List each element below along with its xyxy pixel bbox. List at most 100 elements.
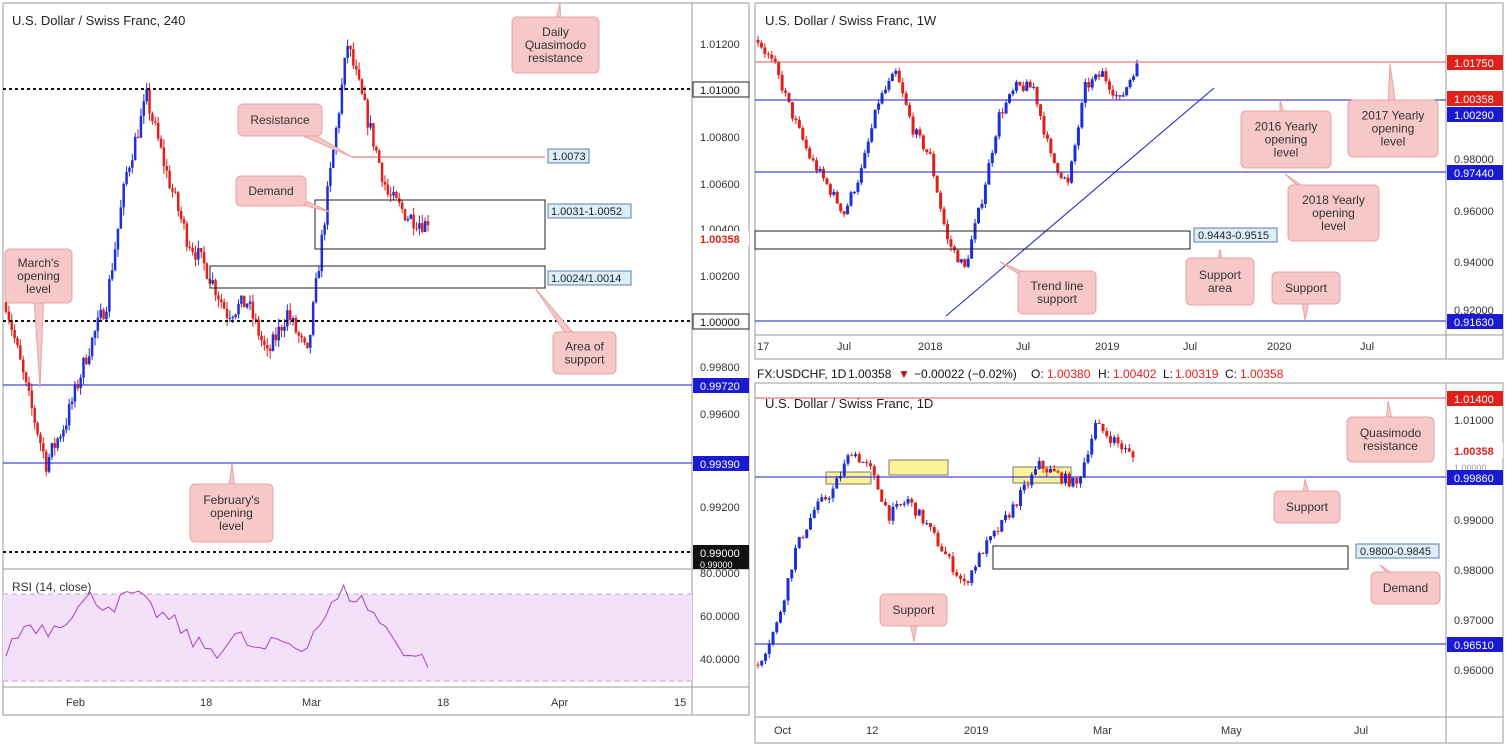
candle-body xyxy=(1083,82,1087,103)
candle-body xyxy=(171,188,174,192)
rb-level-labels: 1.01400 1.00358 1.00000 0.99860 0.96510 xyxy=(1447,391,1503,652)
candle-body xyxy=(1079,477,1082,484)
candle-body xyxy=(294,317,298,333)
candle-body xyxy=(392,191,395,196)
candle-body xyxy=(85,357,88,364)
candle-body xyxy=(303,337,306,343)
candle-body xyxy=(1109,436,1112,443)
candle-body xyxy=(1008,94,1012,103)
candle-body xyxy=(944,551,947,555)
candle-body xyxy=(33,408,36,423)
callout-text: Support xyxy=(1285,281,1328,295)
candle-body xyxy=(918,129,922,136)
level-label: 1.01750 xyxy=(1454,58,1494,70)
candle-body xyxy=(42,443,45,452)
x-tick: 17 xyxy=(757,341,769,353)
svg-text:1.0031-1.0052: 1.0031-1.0052 xyxy=(551,206,622,218)
candle-body xyxy=(1125,87,1129,96)
level-label: 0.97440 xyxy=(1454,168,1494,180)
candle-body xyxy=(24,372,28,383)
candle-body xyxy=(82,357,85,378)
candle-body xyxy=(846,455,850,464)
y-tick: 1.00800 xyxy=(700,132,740,144)
candle-body xyxy=(827,498,831,500)
zone-label-support-area: 0.9443-0.9515 xyxy=(1193,227,1278,243)
x-tick: Feb xyxy=(66,697,85,709)
candle-body xyxy=(1128,79,1132,88)
candle-body xyxy=(756,39,760,43)
candle-body xyxy=(1014,81,1018,91)
rsi-band xyxy=(3,594,692,681)
callout-box xyxy=(552,331,617,375)
candle-body xyxy=(818,168,822,171)
candle-body xyxy=(914,129,918,135)
candle-body xyxy=(790,102,794,119)
candle-body xyxy=(777,62,781,75)
x-tick: Jul xyxy=(1183,341,1197,353)
candle-body xyxy=(987,163,991,185)
y-tick: 0.99000 xyxy=(1454,515,1494,527)
candle-body xyxy=(770,54,774,59)
x-tick: Jul xyxy=(837,341,851,353)
left-x-ticks: Feb 18 Mar 18 Apr 15 xyxy=(66,697,686,709)
x-tick: Jul xyxy=(1360,341,1374,353)
candle-body xyxy=(759,42,763,48)
candle-body xyxy=(1090,438,1094,455)
candle-body xyxy=(951,556,955,573)
candle-body xyxy=(790,569,794,579)
candle-body xyxy=(366,100,369,128)
candle-body xyxy=(145,89,148,102)
candle-body xyxy=(985,540,989,554)
x-tick: May xyxy=(1221,725,1242,737)
candle-body xyxy=(154,121,157,123)
candle-body xyxy=(162,147,166,167)
candle-body xyxy=(890,73,894,82)
y-tick: 0.94000 xyxy=(1454,257,1494,269)
rsi-label: RSI (14, close) xyxy=(12,580,91,594)
candle-body xyxy=(7,311,11,320)
candle-body xyxy=(245,303,249,308)
candle-body xyxy=(1097,74,1101,77)
candle-body xyxy=(949,239,953,247)
candle-body xyxy=(59,436,62,439)
callout: Resistance xyxy=(237,103,353,158)
close-value: 1.00358 xyxy=(1240,367,1284,381)
candle-body xyxy=(93,331,97,338)
candle-body xyxy=(842,463,846,477)
candle-body xyxy=(274,334,278,341)
candle-body xyxy=(231,317,235,319)
candle-body xyxy=(386,184,390,195)
candle-body xyxy=(811,158,815,161)
candle-body xyxy=(108,279,111,312)
candle-body xyxy=(260,335,263,341)
candle-body xyxy=(334,128,338,150)
candle-body xyxy=(297,332,301,336)
candle-body xyxy=(415,228,418,230)
candle-body xyxy=(846,205,850,215)
rsi-tick: 60.0000 xyxy=(700,611,740,623)
candle-body xyxy=(125,171,128,184)
y-tick: 0.97000 xyxy=(1454,615,1494,627)
candle-body xyxy=(1007,515,1011,518)
candle-body xyxy=(151,113,154,122)
candle-body xyxy=(346,46,349,58)
candle-body xyxy=(21,359,25,373)
candle-body xyxy=(914,502,917,516)
candle-body xyxy=(99,309,102,318)
candle-body xyxy=(116,228,120,250)
candle-body xyxy=(326,185,329,225)
candle-body xyxy=(56,438,59,448)
callout: 2016 Yearly opening level xyxy=(1240,99,1332,169)
candle-body xyxy=(1034,468,1037,475)
candle-body xyxy=(966,581,970,584)
candle-body xyxy=(1087,82,1091,88)
candle-body xyxy=(940,546,944,552)
candle-body xyxy=(139,115,143,138)
rt-chart-title: U.S. Dollar / Swiss Franc, 1W xyxy=(765,13,937,28)
candle-body xyxy=(409,214,413,219)
candle-body xyxy=(1075,478,1079,484)
candle-body xyxy=(418,223,421,229)
candle-body xyxy=(812,509,816,518)
candle-body xyxy=(1030,474,1034,486)
candle-body xyxy=(217,295,220,300)
